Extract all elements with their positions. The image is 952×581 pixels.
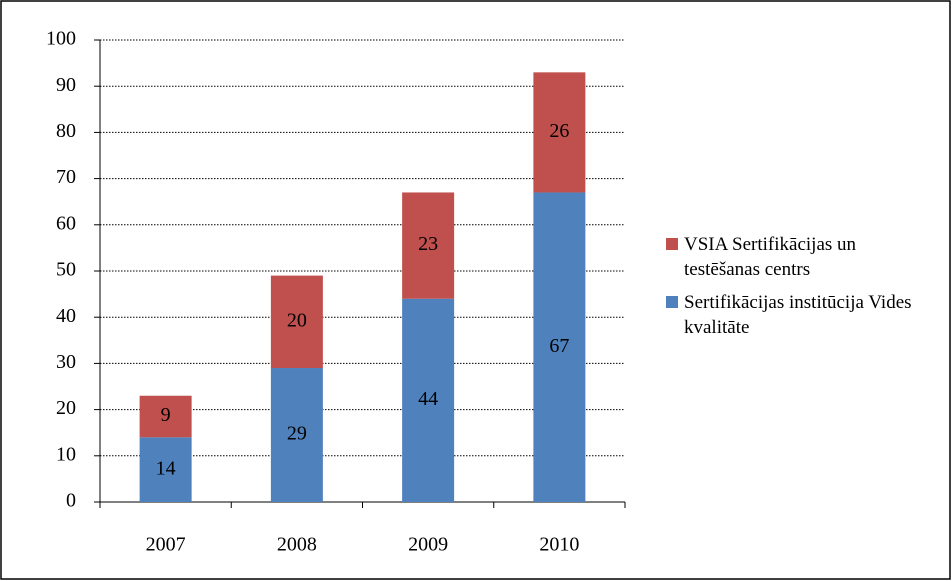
y-tick-label: 0 <box>66 490 76 512</box>
y-tick-label: 50 <box>56 259 76 281</box>
bar-segment <box>139 437 192 502</box>
bar-segment <box>139 395 192 438</box>
data-label: 14 <box>156 457 176 479</box>
bar-segment <box>270 368 323 502</box>
data-label: 29 <box>287 423 307 445</box>
y-tick-label: 80 <box>56 120 76 142</box>
bar-segment <box>533 192 586 502</box>
bar-segment <box>402 298 455 502</box>
x-tick-label: 2009 <box>408 534 448 556</box>
bar-segment <box>402 192 455 299</box>
legend: VSIA Sertifikācijas un testēšanas centrs… <box>666 232 946 348</box>
legend-label: Sertifikācijas institūcija Vides kvalitā… <box>684 292 912 338</box>
y-tick-label: 20 <box>56 397 76 419</box>
data-label: 44 <box>418 388 438 410</box>
data-label: 26 <box>549 120 569 142</box>
legend-swatch <box>666 238 678 250</box>
data-label: 20 <box>287 309 307 331</box>
y-tick-label: 10 <box>56 443 76 465</box>
data-label: 23 <box>418 233 438 255</box>
x-tick-label: 2007 <box>146 534 186 556</box>
legend-label: VSIA Sertifikācijas un testēšanas centrs <box>684 234 857 280</box>
legend-entry: VSIA Sertifikācijas un testēšanas centrs <box>666 232 946 282</box>
x-tick-label: 2008 <box>277 534 317 556</box>
y-tick-label: 60 <box>56 212 76 234</box>
legend-entry: Sertifikācijas institūcija Vides kvalitā… <box>666 290 946 340</box>
y-tick-label: 70 <box>56 166 76 188</box>
y-tick-label: 30 <box>56 351 76 373</box>
y-tick-label: 40 <box>56 305 76 327</box>
bar-segment <box>270 275 323 369</box>
y-tick-label: 100 <box>46 28 76 50</box>
data-label: 9 <box>161 404 171 426</box>
legend-swatch <box>666 296 678 308</box>
bar-segment <box>533 72 586 193</box>
y-tick-label: 90 <box>56 74 76 96</box>
data-label: 67 <box>549 335 569 357</box>
x-tick-label: 2010 <box>539 534 579 556</box>
